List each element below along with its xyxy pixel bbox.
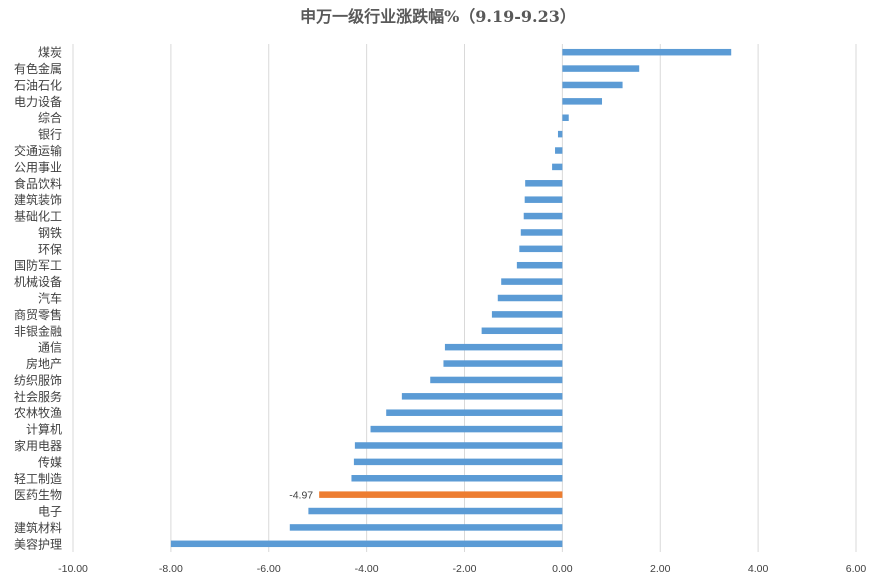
bar [519,245,563,253]
bar [386,409,563,416]
bar [351,475,563,482]
category-label: 轻工制造 [14,472,62,486]
category-label: 建筑材料 [14,520,62,535]
bar [319,491,563,498]
category-label: 综合 [38,110,62,125]
category-label: 环保 [38,242,62,256]
bar [520,229,563,236]
bar [562,65,640,72]
bar [557,130,563,138]
bar [491,311,563,318]
bar [170,540,563,548]
chart-title: 申万一级行业涨跌幅%（9.19-9.23） [300,7,576,26]
category-labels: 煤炭有色金属石油石化电力设备综合银行交通运输公用事业食品饮料建筑装饰基础化工钢铁… [14,46,62,552]
bar [562,98,603,105]
bar [516,261,563,269]
bars [170,48,732,548]
bar [524,196,563,203]
category-label: 食品饮料 [14,176,62,191]
category-label: 房地产 [26,356,62,371]
category-label: 国防军工 [14,258,62,273]
bar [501,278,563,285]
bar [353,458,563,466]
category-label: 电力设备 [14,95,62,109]
category-label: 煤炭 [38,46,62,60]
x-tick-label: -2.00 [453,563,477,575]
x-axis-ticks: -10.00 -8.00 -6.00 -4.00 -2.00 0.00 2.00 4.00 6.… [58,563,866,575]
bar [430,376,563,384]
data-label: -4.97 [289,490,313,502]
bar [562,81,623,89]
category-label: 机械设备 [14,274,62,289]
bar [562,114,569,121]
x-tick-label: -4.00 [355,563,379,575]
category-label: 电子 [38,505,62,519]
category-label: 非银金融 [14,323,62,338]
bar [497,294,563,302]
category-label: 汽车 [38,291,62,306]
x-tick-label: -8.00 [159,563,183,575]
bar [289,524,563,531]
category-label: 医药生物 [14,488,62,502]
bar [444,343,563,351]
category-label: 农林牧渔 [14,406,62,420]
x-tick-label: 6.00 [846,563,867,575]
category-label: 计算机 [26,422,62,437]
bar [525,180,563,187]
category-label: 交通运输 [14,143,62,158]
bar [370,425,563,433]
bar [443,360,563,367]
category-label: 公用事业 [14,160,62,174]
x-tick-label: -6.00 [257,563,281,575]
bar [481,327,563,335]
category-label: 家用电器 [14,438,62,453]
category-label: 传媒 [38,454,62,469]
category-label: 有色金属 [14,61,62,76]
data-labels: -4.97 [289,490,313,502]
category-label: 社会服务 [14,389,62,404]
bar [523,212,563,220]
category-label: 石油石化 [14,78,62,92]
x-tick-label: 4.00 [748,563,769,575]
bar [401,393,563,400]
category-label: 银行 [38,128,62,142]
category-label: 钢铁 [38,226,62,240]
bar [562,48,732,56]
x-tick-label: 0.00 [552,563,573,575]
x-tick-label: -10.00 [58,563,88,575]
x-tick-label: 2.00 [650,563,671,575]
category-label: 纺织服饰 [14,373,62,387]
category-label: 通信 [38,341,62,355]
bar [555,147,563,154]
bar [308,507,563,515]
bar [354,442,563,449]
category-label: 基础化工 [14,210,62,224]
bar [552,163,563,171]
category-label: 建筑装饰 [14,192,62,207]
category-label: 商贸零售 [14,307,62,322]
category-label: 美容护理 [14,536,62,551]
